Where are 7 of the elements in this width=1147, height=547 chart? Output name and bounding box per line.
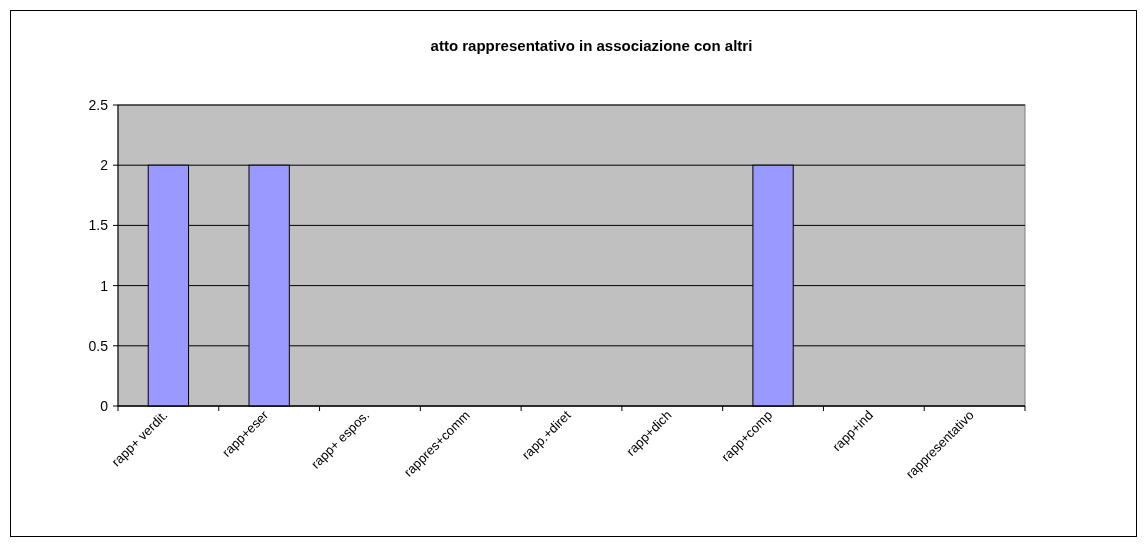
y-tick-label: 2 <box>100 157 109 174</box>
chart-title: atto rappresentativo in associazione con altri <box>430 37 753 54</box>
y-tick-label: 2.5 <box>88 96 109 113</box>
y-tick-label: 0.5 <box>88 337 109 354</box>
y-tick-label: 1.5 <box>88 217 109 234</box>
y-tick-label: 0 <box>100 397 109 414</box>
y-tick-label: 1 <box>100 277 109 294</box>
